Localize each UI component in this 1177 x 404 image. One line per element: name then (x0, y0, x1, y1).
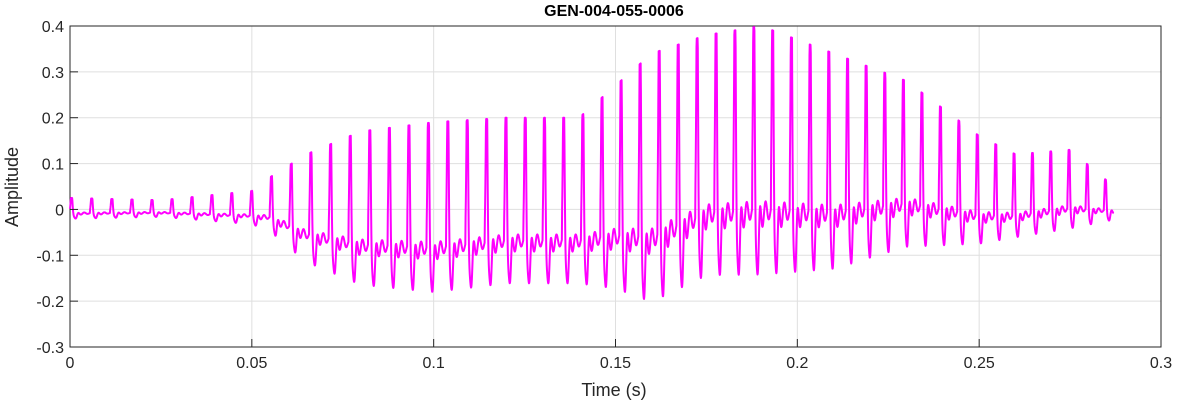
y-tick-label: -0.1 (36, 248, 64, 265)
y-tick-label: 0 (55, 202, 64, 219)
y-axis-label: Amplitude (2, 147, 22, 227)
x-tick-label: 0.15 (600, 355, 631, 372)
chart-title: GEN-004-055-0006 (544, 3, 684, 20)
grid (69, 25, 1162, 348)
waveform-series-line (69, 26, 1115, 300)
y-tick-label: 0.2 (42, 111, 64, 128)
x-tick-label: 0.1 (423, 355, 445, 372)
waveform-layer (69, 26, 1115, 300)
x-tick-label: 0.25 (964, 355, 995, 372)
x-axis: 0 0.05 0.1 0.15 0.2 0.25 0.3 (66, 339, 1172, 372)
x-axis-label: Time (s) (581, 380, 646, 400)
y-axis: -0.3 -0.2 -0.1 0 0.1 0.2 0.3 0.4 (36, 19, 78, 357)
x-tick-label: 0.05 (236, 355, 267, 372)
y-tick-label: -0.3 (36, 340, 64, 357)
y-tick-label: 0.1 (42, 157, 64, 174)
x-tick-label: 0 (66, 355, 75, 372)
x-tick-label: 0.2 (786, 355, 808, 372)
x-tick-label: 0.3 (1150, 355, 1172, 372)
y-tick-label: 0.3 (42, 65, 64, 82)
y-tick-label: 0.4 (42, 19, 64, 36)
y-tick-label: -0.2 (36, 294, 64, 311)
